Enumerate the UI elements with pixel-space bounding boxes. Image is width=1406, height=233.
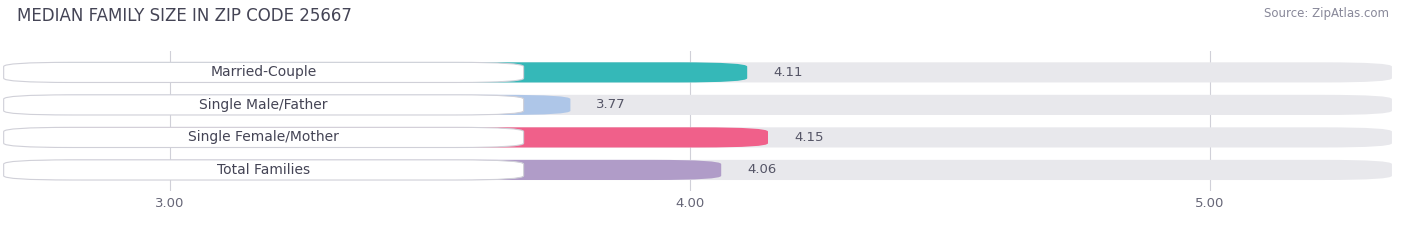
FancyBboxPatch shape <box>14 95 1392 115</box>
Text: Total Families: Total Families <box>217 163 311 177</box>
FancyBboxPatch shape <box>4 95 523 115</box>
FancyBboxPatch shape <box>4 62 523 82</box>
Text: Single Female/Mother: Single Female/Mother <box>188 130 339 144</box>
FancyBboxPatch shape <box>4 127 523 147</box>
Text: MEDIAN FAMILY SIZE IN ZIP CODE 25667: MEDIAN FAMILY SIZE IN ZIP CODE 25667 <box>17 7 352 25</box>
FancyBboxPatch shape <box>14 62 1392 82</box>
FancyBboxPatch shape <box>14 127 1392 147</box>
FancyBboxPatch shape <box>14 62 747 82</box>
FancyBboxPatch shape <box>14 95 571 115</box>
Text: 3.77: 3.77 <box>596 98 626 111</box>
Text: Single Male/Father: Single Male/Father <box>200 98 328 112</box>
Text: 4.15: 4.15 <box>794 131 824 144</box>
FancyBboxPatch shape <box>4 160 523 180</box>
FancyBboxPatch shape <box>14 160 1392 180</box>
Text: 4.06: 4.06 <box>747 163 776 176</box>
Text: Source: ZipAtlas.com: Source: ZipAtlas.com <box>1264 7 1389 20</box>
Text: 4.11: 4.11 <box>773 66 803 79</box>
Text: Married-Couple: Married-Couple <box>211 65 316 79</box>
FancyBboxPatch shape <box>14 127 768 147</box>
FancyBboxPatch shape <box>14 160 721 180</box>
